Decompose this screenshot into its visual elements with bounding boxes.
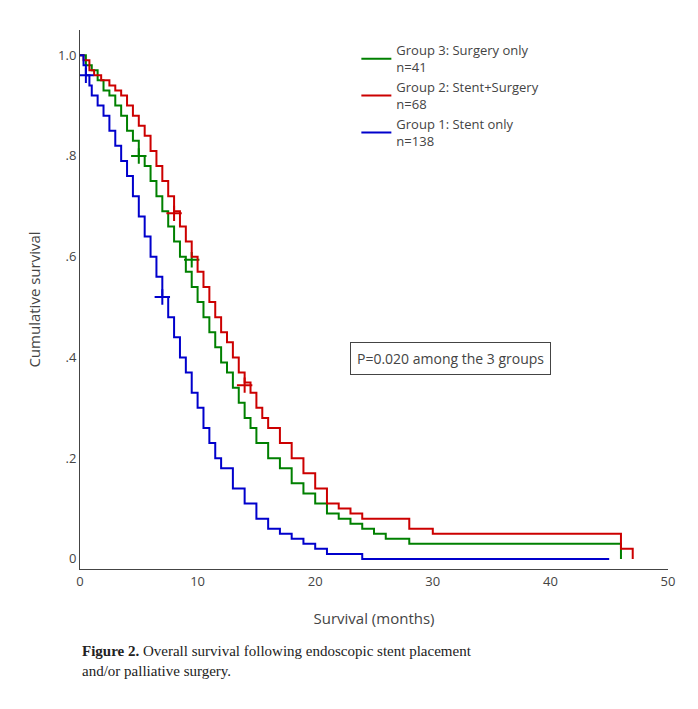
svg-text:Group 1: Stent onlyn=138: Group 1: Stent onlyn=138 [396,115,513,150]
svg-text:.4: .4 [66,348,77,366]
svg-text:30: 30 [425,572,440,590]
svg-text:.8: .8 [66,146,77,164]
svg-text:40: 40 [543,572,558,590]
svg-text:Group 2: Stent+Surgeryn=68: Group 2: Stent+Surgeryn=68 [396,78,538,113]
svg-text:P=0.020 among the 3 groups: P=0.020 among the 3 groups [357,349,544,368]
svg-text:50: 50 [661,572,676,590]
svg-text:0: 0 [76,572,83,590]
svg-text:Figure 2. Overall survival fol: Figure 2. Overall survival following end… [82,643,472,679]
svg-text:0: 0 [69,549,76,567]
svg-text:1.0: 1.0 [58,46,76,64]
svg-text:.2: .2 [66,449,77,467]
svg-text:Cumulative survival: Cumulative survival [24,231,44,367]
svg-text:Survival (months): Survival (months) [314,608,435,628]
svg-text:Group 3: Surgery onlyn=41: Group 3: Surgery onlyn=41 [396,41,528,76]
svg-text:20: 20 [308,572,323,590]
svg-text:10: 10 [190,572,205,590]
svg-text:.6: .6 [66,247,77,265]
